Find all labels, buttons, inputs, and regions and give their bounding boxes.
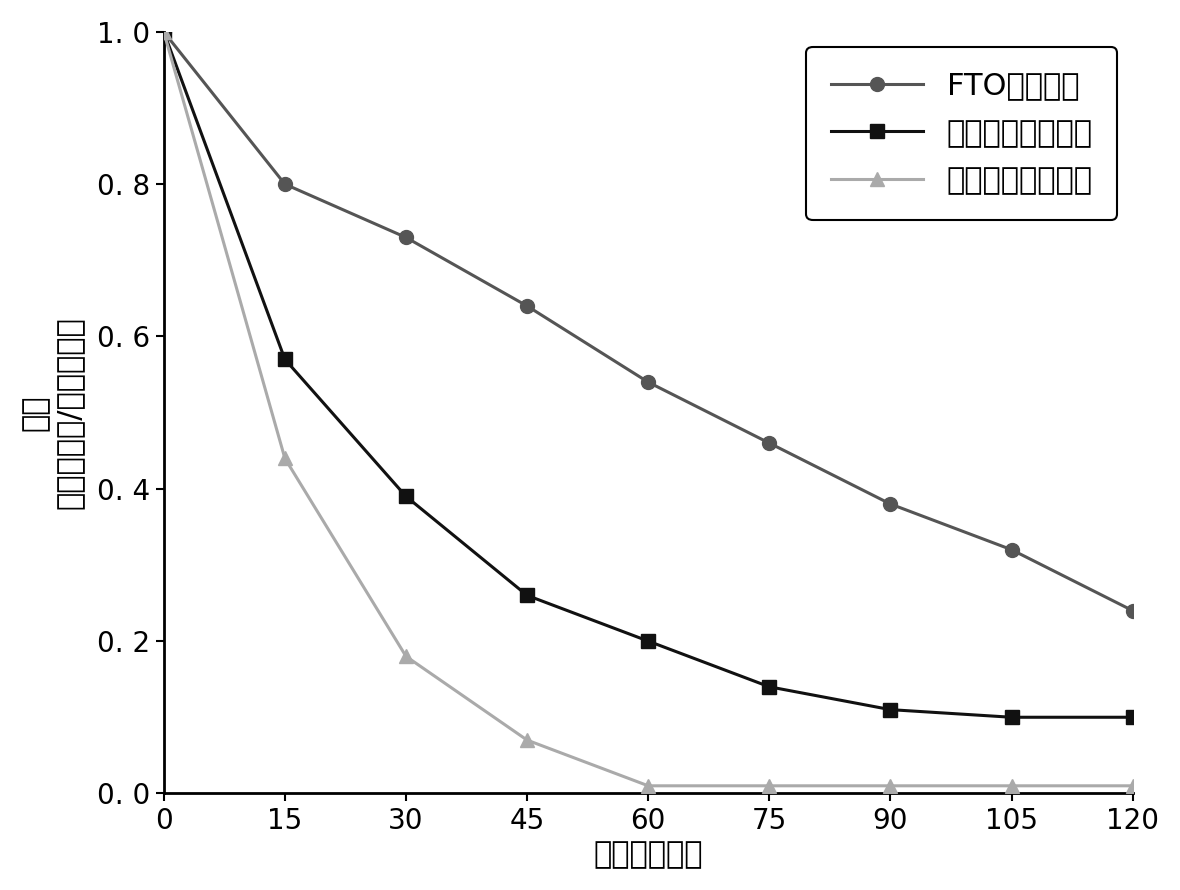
FTO基底电极 [157,27,171,37]
Line: 不锈钢网基底电极: 不锈钢网基底电极 [157,25,1140,793]
FTO基底电极 [277,179,291,190]
不锈钢网基底电极 [1004,781,1018,791]
Y-axis label: 苯酚
（测量浓度/初始浓度）: 苯酚 （测量浓度/初始浓度） [21,316,84,509]
FTO基底电极 [1126,605,1140,616]
不锈钢片基底电极 [762,682,776,692]
不锈钢片基底电极 [1126,712,1140,723]
不锈钢网基底电极 [1126,781,1140,791]
Legend: FTO基底电极, 不锈钢片基底电极, 不锈钢网基底电极: FTO基底电极, 不锈钢片基底电极, 不锈钢网基底电极 [806,47,1117,220]
不锈钢片基底电极 [884,704,898,715]
X-axis label: 时间（分钟）: 时间（分钟） [594,840,703,870]
不锈钢网基底电极 [399,651,413,661]
不锈钢片基底电极 [1004,712,1018,723]
Line: 不锈钢片基底电极: 不锈钢片基底电极 [157,25,1140,724]
不锈钢网基底电极 [641,781,655,791]
FTO基底电极 [1004,545,1018,555]
Line: FTO基底电极: FTO基底电极 [157,25,1140,618]
FTO基底电极 [884,498,898,509]
不锈钢片基底电极 [277,354,291,365]
不锈钢网基底电极 [884,781,898,791]
不锈钢网基底电极 [277,453,291,464]
FTO基底电极 [520,301,535,311]
不锈钢网基底电极 [157,27,171,37]
不锈钢片基底电极 [520,590,535,601]
不锈钢网基底电极 [762,781,776,791]
FTO基底电极 [399,232,413,243]
FTO基底电极 [641,376,655,387]
不锈钢片基底电极 [641,635,655,646]
不锈钢网基底电极 [520,735,535,746]
FTO基底电极 [762,438,776,449]
不锈钢片基底电极 [157,27,171,37]
不锈钢片基底电极 [399,491,413,502]
